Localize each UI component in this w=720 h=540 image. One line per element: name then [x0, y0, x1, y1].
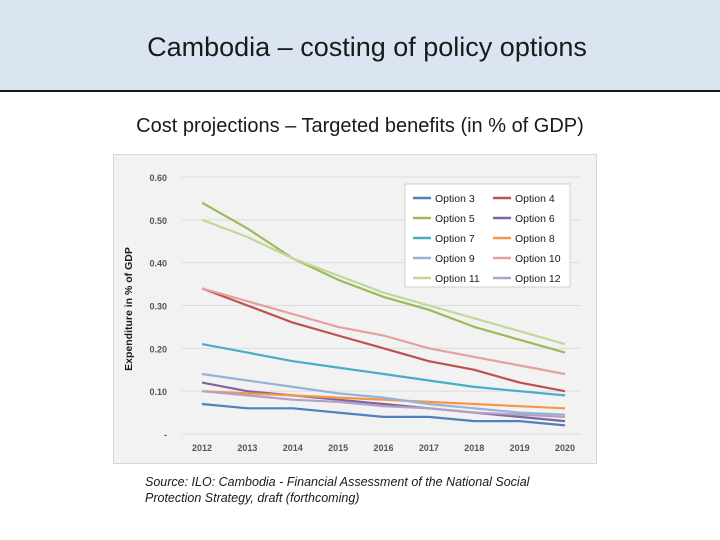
series-line-option-10: [201, 287, 566, 376]
series-line-option-7: [201, 343, 566, 397]
y-tick-label: 0.50: [149, 216, 167, 226]
legend-label: Option 4: [515, 193, 555, 205]
legend-label: Option 12: [515, 273, 561, 285]
series-line-option-11: [201, 218, 566, 346]
x-tick-label: 2017: [419, 443, 439, 453]
legend-label: Option 7: [435, 233, 475, 245]
legend-label: Option 10: [515, 253, 561, 265]
series-line-option-5: [201, 201, 566, 354]
series-line-option-3: [201, 402, 566, 427]
source-line-1: Source: ILO: Cambodia - Financial Assess…: [145, 475, 530, 489]
legend-label: Option 3: [435, 193, 475, 205]
x-tick-label: 2020: [555, 443, 575, 453]
x-tick-label: 2013: [237, 443, 257, 453]
series-line-option-6: [201, 381, 566, 423]
series-line-option-9: [201, 372, 566, 416]
y-tick-label: -: [164, 430, 167, 440]
legend-label: Option 8: [515, 233, 555, 245]
line-chart: -0.100.200.300.400.500.60 2012 2013 2014 20…: [123, 173, 580, 453]
x-tick-label: 2016: [373, 443, 393, 453]
y-tick-label: 0.20: [149, 344, 167, 354]
series-lines: [201, 201, 566, 427]
y-axis-label: Expenditure in % of GDP: [123, 247, 135, 371]
source-note: Source: ILO: Cambodia - Financial Assess…: [145, 474, 605, 506]
x-axis-ticks: 2012 2013 2014 2015 2016 2017 2018 2019 2020: [192, 443, 575, 453]
source-line-2: Protection Strategy, draft (forthcoming): [145, 491, 360, 505]
legend-box: [404, 183, 571, 288]
legend-label: Option 6: [515, 213, 555, 225]
x-tick-label: 2015: [328, 443, 348, 453]
x-tick-label: 2014: [283, 443, 303, 453]
y-axis-ticks: - 0.10 0.20 0.30 0.40 0.50 0.60: [149, 173, 167, 440]
x-tick-label: 2019: [510, 443, 530, 453]
title-bar: Cambodia – costing of policy options: [0, 0, 720, 92]
chart-heading: Cost projections – Targeted benefits (in…: [136, 115, 584, 137]
y-tick-label: 0.10: [149, 387, 167, 397]
x-tick-label: 2018: [464, 443, 484, 453]
legend-label: Option 11: [435, 273, 480, 285]
slide-title: Cambodia – costing of policy options: [147, 32, 587, 62]
legend-label: Option 5: [435, 213, 475, 225]
series-line-option-8: [201, 390, 566, 410]
x-tick-label: 2012: [192, 443, 212, 453]
legend-label: Option 9: [435, 253, 475, 265]
series-line-option-12: [201, 390, 566, 418]
legend: Option 3 Option 4 Option 5 Option 6 Option 7…: [404, 183, 571, 288]
series-line-option-4: [201, 287, 566, 393]
y-tick-label: 0.40: [149, 259, 167, 269]
y-tick-label: 0.60: [149, 173, 167, 183]
y-tick-label: 0.30: [149, 302, 167, 312]
